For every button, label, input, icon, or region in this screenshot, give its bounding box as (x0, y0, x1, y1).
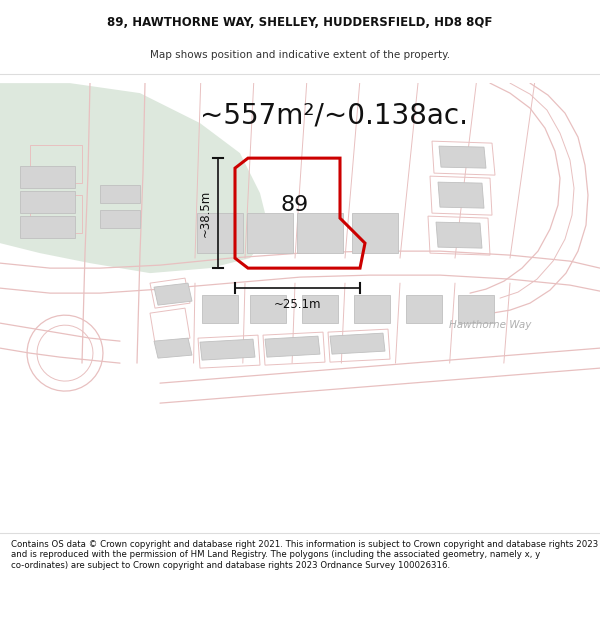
Polygon shape (0, 83, 270, 273)
Polygon shape (297, 213, 343, 253)
Polygon shape (154, 338, 192, 358)
Text: ~557m²/~0.138ac.: ~557m²/~0.138ac. (200, 101, 468, 129)
Text: ~25.1m: ~25.1m (274, 298, 321, 311)
Text: Contains OS data © Crown copyright and database right 2021. This information is : Contains OS data © Crown copyright and d… (11, 540, 598, 570)
Polygon shape (20, 166, 75, 188)
Polygon shape (439, 146, 486, 168)
Text: Map shows position and indicative extent of the property.: Map shows position and indicative extent… (150, 50, 450, 60)
Polygon shape (247, 213, 293, 253)
Polygon shape (100, 185, 140, 203)
Text: 89, HAWTHORNE WAY, SHELLEY, HUDDERSFIELD, HD8 8QF: 89, HAWTHORNE WAY, SHELLEY, HUDDERSFIELD… (107, 16, 493, 29)
Text: ~38.5m: ~38.5m (199, 189, 212, 237)
Polygon shape (352, 213, 398, 253)
Polygon shape (154, 283, 192, 305)
Polygon shape (200, 339, 255, 360)
Polygon shape (436, 222, 482, 248)
Polygon shape (250, 295, 286, 323)
Polygon shape (202, 295, 238, 323)
Polygon shape (100, 210, 140, 228)
Polygon shape (197, 213, 243, 253)
Polygon shape (458, 295, 494, 323)
Polygon shape (438, 182, 484, 208)
Polygon shape (20, 216, 75, 238)
Polygon shape (354, 295, 390, 323)
Polygon shape (406, 295, 442, 323)
Text: 89: 89 (281, 195, 309, 215)
Polygon shape (20, 191, 75, 213)
Polygon shape (302, 295, 338, 323)
Text: Hawthorne Way: Hawthorne Way (449, 320, 531, 330)
Polygon shape (330, 333, 385, 354)
Polygon shape (265, 336, 320, 357)
